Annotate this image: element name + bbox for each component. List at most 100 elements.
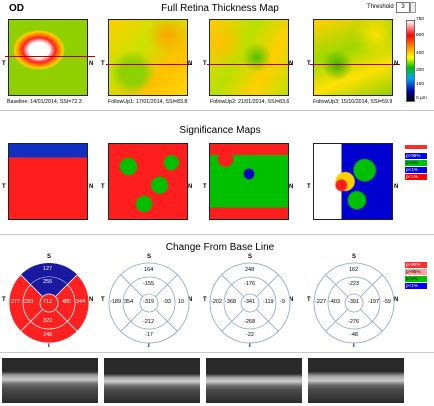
fu3-t-outer: -227 <box>315 299 327 305</box>
fu2-t-outer: -202 <box>211 299 223 305</box>
label-t: T <box>203 297 207 303</box>
label-t: T <box>101 61 105 67</box>
section-divider <box>0 234 434 235</box>
thickness-color-scale <box>406 20 415 102</box>
scale-label: 750 <box>416 17 425 22</box>
section-divider <box>0 352 434 353</box>
fu1-t-outer: -189 <box>110 299 122 305</box>
fu3-s-outer: 162 <box>349 267 359 273</box>
baseline-n-outer: 344 <box>76 299 86 305</box>
significance-map-followup3[interactable] <box>313 143 393 220</box>
baseline-t-inner: 293 <box>24 299 34 305</box>
legend-item-red: p>95% <box>405 262 427 268</box>
etdrs-grid-baseline[interactable] <box>8 262 90 344</box>
label-n: N <box>89 61 94 67</box>
fu3-center: -391 <box>348 299 360 305</box>
threshold-input[interactable]: 3 <box>396 2 410 13</box>
label-n: N <box>89 297 94 303</box>
fu3-i-inner: -276 <box>348 319 360 325</box>
change-title: Change From Base Line <box>165 242 275 253</box>
scale-label: 100 <box>416 82 425 87</box>
baseline-s-outer: 127 <box>43 266 53 272</box>
significance-map-baseline[interactable] <box>8 143 88 220</box>
label-n: N <box>394 184 399 190</box>
legend-item-blue: p>95% <box>405 153 427 159</box>
label-n: N <box>89 184 94 190</box>
baseline-center: 712 <box>43 299 53 305</box>
fu2-center: -341 <box>244 299 256 305</box>
thickness-map-followup3[interactable] <box>313 19 393 96</box>
label-t: T <box>2 61 6 67</box>
etdrs-grid-followup2[interactable] <box>209 262 291 344</box>
label-i: I <box>249 343 251 349</box>
significance-map-followup2[interactable] <box>209 143 289 220</box>
label-t: T <box>101 184 105 190</box>
fu3-i-outer: -48 <box>350 332 358 338</box>
scale-label: 600 <box>416 33 425 38</box>
legend-item-blue: p<1% <box>405 283 427 289</box>
scan-caption: FollowUp2: 21/01/2014, SSI=83.6 <box>210 99 290 105</box>
fu3-s-inner: -223 <box>348 281 360 287</box>
scan-caption: FollowUp1: 17/01/2014, SSI=83.8 <box>108 99 188 105</box>
label-s: S <box>47 254 52 260</box>
label-t: T <box>203 184 207 190</box>
thickness-map-followup2[interactable] <box>209 19 289 96</box>
fu3-n-inner: -197 <box>368 299 380 305</box>
scale-label: 400 <box>416 51 425 56</box>
label-t: T <box>307 184 311 190</box>
oct-bscan-followup2[interactable] <box>206 358 302 403</box>
label-t: T <box>203 61 207 67</box>
legend-item <box>405 145 427 149</box>
scale-label: 200 <box>416 68 425 73</box>
fu2-n-inner: -119 <box>263 299 274 305</box>
fu1-s-inner: -155 <box>143 281 155 287</box>
label-i: I <box>148 343 150 349</box>
label-i: I <box>48 343 50 349</box>
fu1-t-inner: 354 <box>124 299 134 305</box>
scan-line-followup3 <box>310 64 400 65</box>
eye-label: OD <box>9 3 24 14</box>
thickness-map-followup1[interactable] <box>108 19 188 96</box>
thickness-map-baseline[interactable] <box>8 19 88 96</box>
label-n: N <box>394 61 399 67</box>
fu2-n-outer: -9 <box>280 299 285 305</box>
page-title: Full Retina Thickness Map <box>161 3 279 14</box>
scan-line-baseline <box>5 56 95 57</box>
oct-bscan-followup1[interactable] <box>104 358 200 403</box>
scale-label: 0 μm <box>416 96 427 101</box>
label-s: S <box>352 254 357 260</box>
label-n: N <box>289 61 294 67</box>
etdrs-grid-followup3[interactable] <box>313 262 395 344</box>
baseline-n-inner: 485 <box>62 299 72 305</box>
scan-caption: Baseline: 14/01/2014, SSI=72.3 <box>7 99 82 105</box>
label-s: S <box>147 254 152 260</box>
fu1-n-outer: 10 <box>178 299 185 305</box>
label-t: T <box>101 297 105 303</box>
threshold-stepper[interactable] <box>410 2 416 13</box>
oct-bscan-baseline[interactable] <box>2 358 98 403</box>
baseline-t-outer: 277 <box>11 299 21 305</box>
fu1-center: -319 <box>143 299 155 305</box>
label-n: N <box>394 297 399 303</box>
oct-bscan-followup3[interactable] <box>308 358 404 403</box>
label-n: N <box>188 61 193 67</box>
label-s: S <box>248 254 253 260</box>
label-n: N <box>188 184 193 190</box>
fu2-i-inner: -268 <box>244 319 256 325</box>
fu2-t-inner: -368 <box>225 299 237 305</box>
scan-line-followup2 <box>207 64 293 65</box>
legend-item-red: p<1% <box>405 174 427 180</box>
fu2-s-inner: -176 <box>244 281 256 287</box>
fu1-s-outer: 164 <box>144 267 154 273</box>
label-t: T <box>2 184 6 190</box>
legend-item-green: p<5% <box>405 160 427 166</box>
label-n: N <box>289 184 294 190</box>
section-divider <box>0 110 434 111</box>
label-t: T <box>307 61 311 67</box>
scan-line-followup1 <box>106 64 192 65</box>
label-i: I <box>353 343 355 349</box>
fu1-i-outer: -17 <box>145 332 153 338</box>
significance-map-followup1[interactable] <box>108 143 188 220</box>
scan-caption: FollowUp3: 15/10/2014, SSI=59.9 <box>313 99 393 105</box>
etdrs-grid-followup1[interactable] <box>108 262 190 344</box>
